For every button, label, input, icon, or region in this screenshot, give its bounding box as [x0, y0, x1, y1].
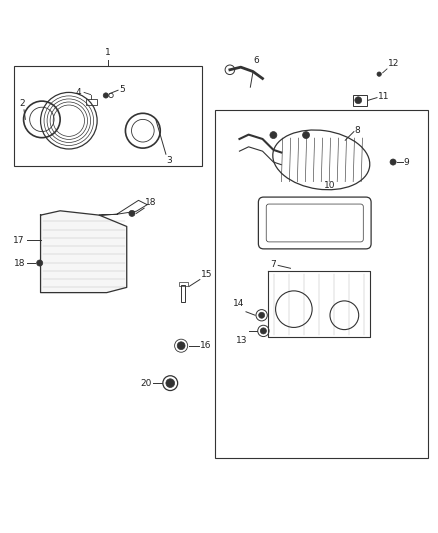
Text: 9: 9	[403, 158, 409, 166]
Circle shape	[103, 93, 109, 98]
Circle shape	[270, 132, 277, 139]
Text: 7: 7	[270, 260, 276, 269]
Polygon shape	[41, 211, 127, 293]
Bar	[215, 110, 428, 458]
Circle shape	[177, 342, 185, 350]
Text: 15: 15	[201, 270, 212, 279]
Text: 17: 17	[14, 236, 25, 245]
Circle shape	[355, 97, 362, 104]
Text: 11: 11	[378, 92, 389, 101]
Circle shape	[390, 159, 396, 165]
Text: 18: 18	[14, 259, 25, 268]
Circle shape	[303, 132, 310, 139]
Text: 18: 18	[145, 198, 156, 207]
Text: 20: 20	[141, 378, 152, 387]
Text: 1: 1	[105, 48, 111, 56]
Circle shape	[129, 211, 135, 216]
Bar	[86, 99, 97, 106]
Circle shape	[258, 312, 265, 318]
Text: 3: 3	[167, 156, 173, 165]
Text: 6: 6	[253, 56, 259, 66]
Text: 8: 8	[355, 126, 360, 135]
Text: 10: 10	[324, 181, 336, 190]
Text: 2: 2	[19, 99, 25, 108]
Bar	[179, 282, 188, 286]
Text: 14: 14	[233, 300, 244, 308]
Text: 4: 4	[75, 88, 81, 97]
Bar	[181, 285, 185, 302]
Bar	[353, 94, 367, 106]
Circle shape	[37, 260, 43, 266]
Text: 13: 13	[236, 336, 248, 345]
Text: 16: 16	[200, 341, 212, 350]
Bar	[14, 66, 201, 166]
Circle shape	[377, 72, 381, 76]
Text: 12: 12	[388, 59, 399, 68]
Circle shape	[166, 379, 175, 387]
Circle shape	[260, 328, 266, 334]
Text: 5: 5	[119, 85, 125, 94]
